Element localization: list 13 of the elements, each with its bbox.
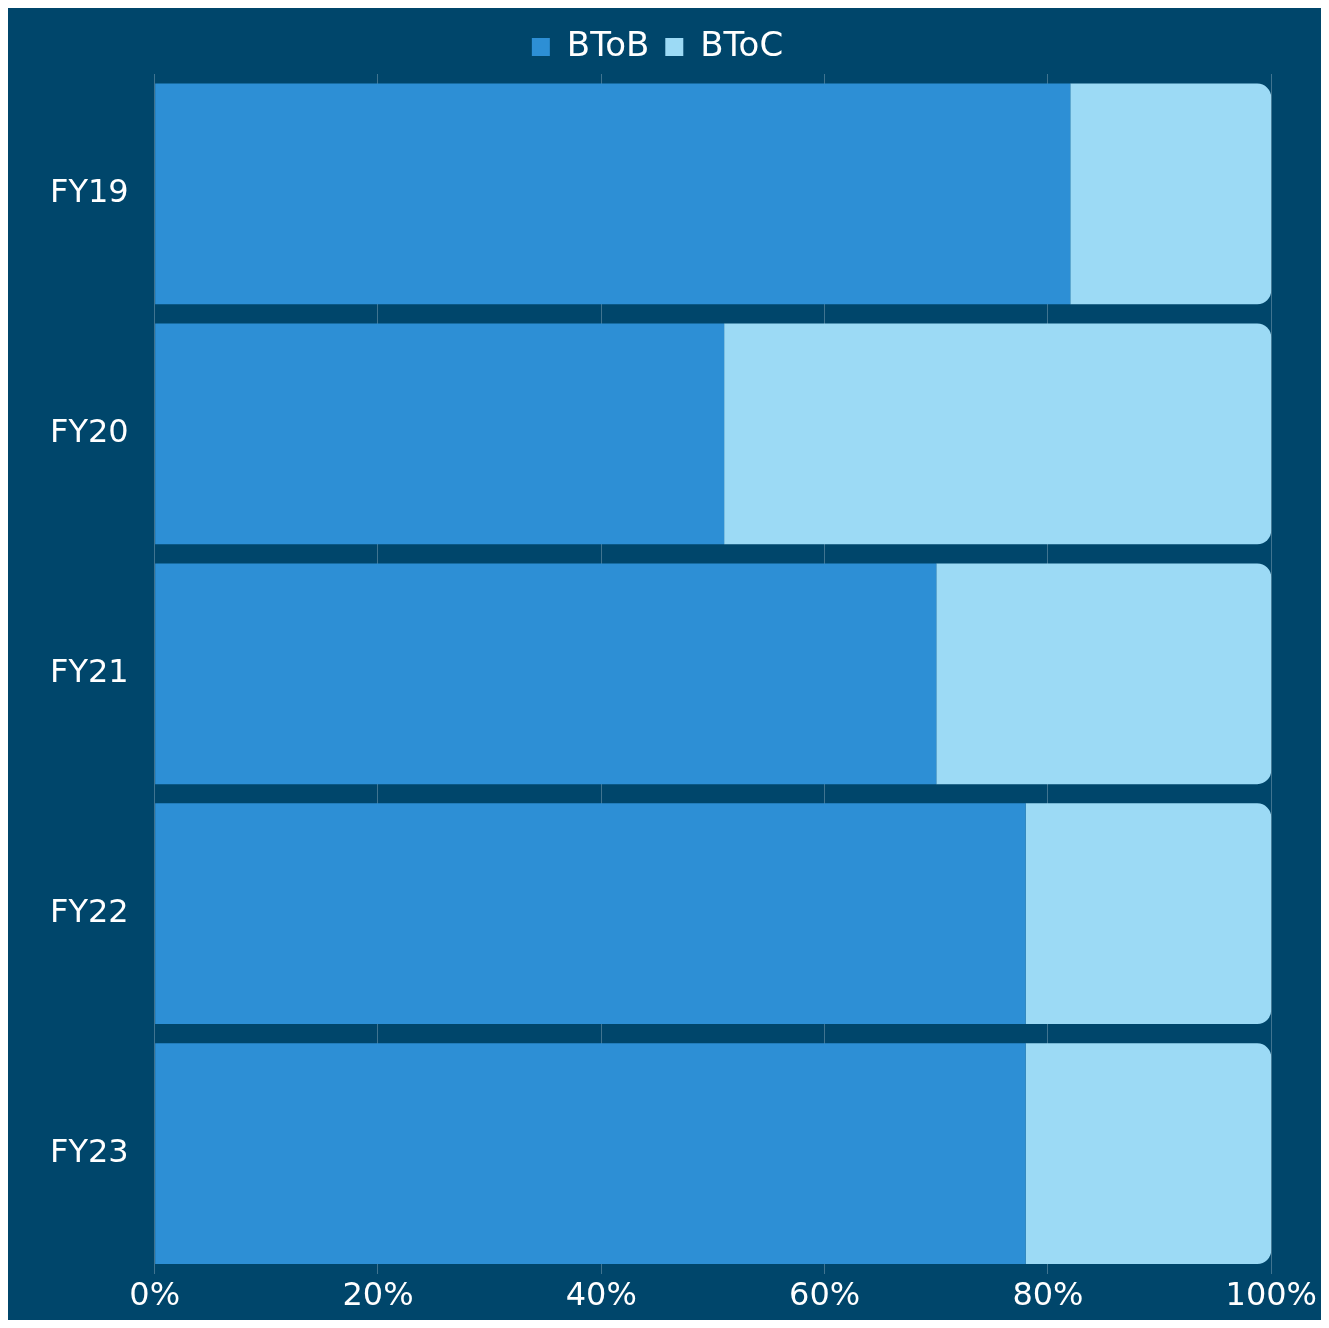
legend-label: BToB <box>566 23 650 64</box>
y-tick-label: FY23 <box>50 1131 129 1170</box>
x-tick-label: 0% <box>129 1275 181 1314</box>
y-tick-label: FY21 <box>50 652 129 691</box>
x-tick-label: 100% <box>1225 1275 1317 1314</box>
y-tick-label: FY22 <box>50 892 129 931</box>
x-tick-label: 20% <box>342 1275 414 1314</box>
x-tick-label: 80% <box>1012 1275 1084 1314</box>
x-tick-label: 40% <box>565 1275 637 1314</box>
x-tick-label: 60% <box>789 1275 861 1314</box>
y-tick-label: FY19 <box>50 172 129 211</box>
legend-label: BToC <box>700 23 784 64</box>
y-tick-label: FY20 <box>50 412 129 451</box>
